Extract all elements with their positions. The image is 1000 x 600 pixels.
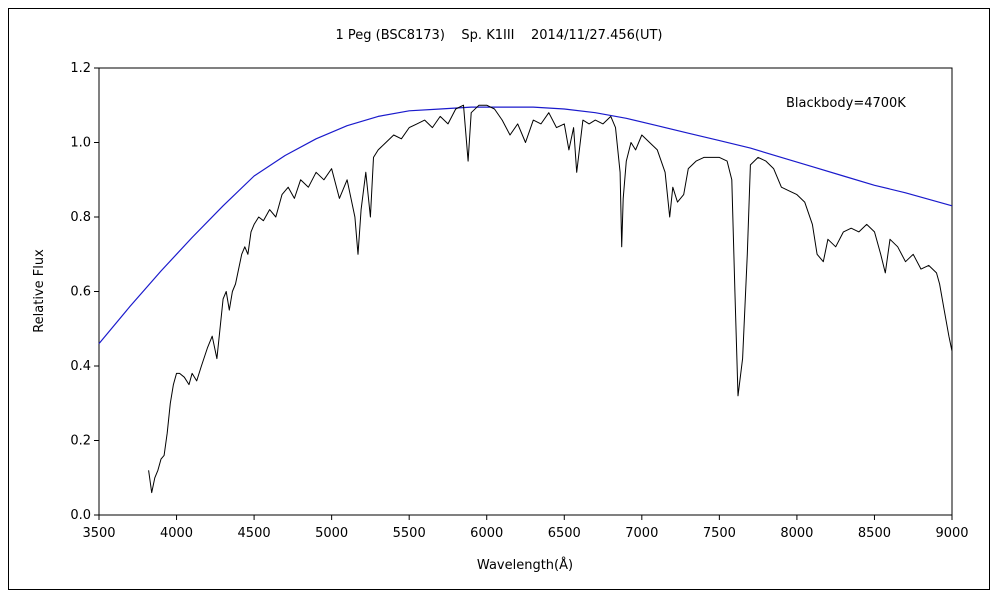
- y-tick-label: 1.0: [70, 136, 91, 151]
- x-tick-label: 9000: [935, 526, 968, 541]
- y-tick-label: 0.8: [70, 210, 91, 225]
- x-tick-label: 6000: [470, 526, 503, 541]
- series-group: [98, 104, 953, 494]
- y-tick-label: 0.4: [70, 359, 91, 374]
- x-tick-label: 8500: [858, 526, 891, 541]
- blackbody-curve: [98, 106, 953, 344]
- x-tick-label: 7000: [625, 526, 658, 541]
- y-tick-label: 0.6: [70, 285, 91, 300]
- blackbody-annotation: Blackbody=4700K: [786, 96, 906, 111]
- x-axis: 3500 4000 4500 5000 5500 6000 6500 7000 7500 8000…: [82, 515, 969, 541]
- spectrum-line: [148, 104, 953, 494]
- x-tick-label: 4000: [160, 526, 193, 541]
- y-tick-label: 1.2: [70, 61, 91, 76]
- plot-area: [98, 67, 953, 516]
- x-tick-label: 8000: [780, 526, 813, 541]
- spectrum-chart: 1 Peg (BSC8173) Sp. K1III 2014/11/27.456…: [32, 28, 969, 573]
- x-tick-label: 6500: [548, 526, 581, 541]
- x-tick-label: 7500: [703, 526, 736, 541]
- x-tick-label: 5500: [393, 526, 426, 541]
- y-tick-label: 0.0: [70, 508, 91, 523]
- y-axis: 0.0 0.2 0.4 0.6 0.8 1.0 1.2: [70, 61, 99, 523]
- y-tick-label: 0.2: [70, 434, 91, 449]
- chart-frame: 1 Peg (BSC8173) Sp. K1III 2014/11/27.456…: [8, 8, 990, 590]
- x-tick-label: 3500: [82, 526, 115, 541]
- x-tick-label: 4500: [238, 526, 271, 541]
- chart-title: 1 Peg (BSC8173) Sp. K1III 2014/11/27.456…: [335, 28, 662, 43]
- x-tick-label: 5000: [315, 526, 348, 541]
- y-axis-title: Relative Flux: [32, 249, 47, 333]
- x-axis-title: Wavelength(Å): [477, 557, 573, 573]
